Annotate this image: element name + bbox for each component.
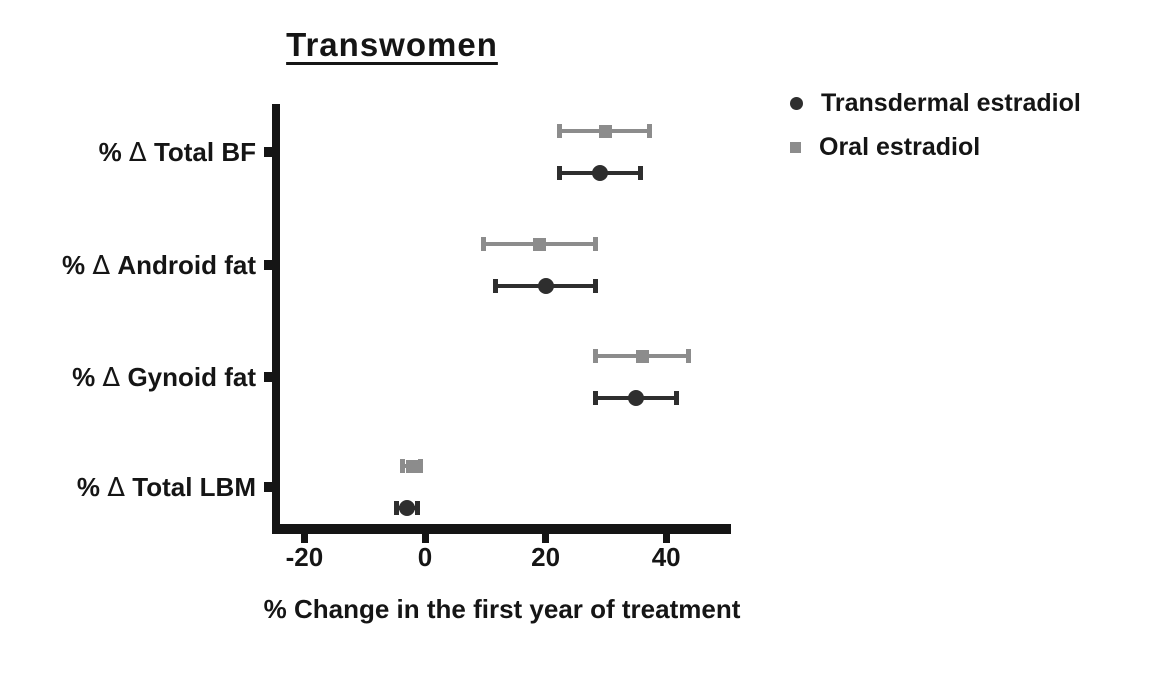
x-tick-label: 40 <box>651 542 681 572</box>
chart-title: Transwomen <box>286 26 498 63</box>
legend-item: Transdermal estradiol <box>790 88 1081 118</box>
data-point-square <box>533 237 547 251</box>
x-axis-line <box>272 524 731 534</box>
legend: Transdermal estradiol Oral estradiol <box>790 88 1081 176</box>
data-point-square <box>599 124 613 138</box>
data-point-circle <box>628 390 645 406</box>
legend-square-marker <box>790 141 801 153</box>
y-category-label: % Δ Gynoid fat <box>72 362 256 393</box>
y-category-label: % Δ Total BF <box>98 137 256 168</box>
data-point-circle <box>591 165 608 181</box>
x-tick-label: 0 <box>417 542 433 572</box>
x-axis-tick <box>542 534 550 543</box>
error-bar-cap-right <box>647 124 653 138</box>
error-bar-cap-left <box>592 391 598 405</box>
x-axis-tick <box>662 534 670 543</box>
y-category-label: % Δ Android fat <box>61 250 256 281</box>
delta-symbol: Δ <box>128 138 147 168</box>
y-axis-tick <box>264 372 273 382</box>
data-point-circle <box>398 500 415 516</box>
x-axis-tick <box>300 534 308 543</box>
error-bar-cap-left <box>556 166 562 180</box>
error-bar-cap-left <box>493 279 499 293</box>
error-bar-cap-left <box>481 237 487 251</box>
y-axis-line <box>272 104 280 534</box>
error-bar-cap-right <box>638 166 644 180</box>
y-axis-tick <box>264 147 273 157</box>
x-tick-label: 20 <box>531 542 561 572</box>
error-bar-cap-left <box>399 459 405 473</box>
error-bar-cap-right <box>592 279 598 293</box>
error-bar-cap-right <box>417 459 423 473</box>
delta-symbol: Δ <box>107 473 126 503</box>
y-category-label: % Δ Total LBM <box>76 472 256 503</box>
data-point-square <box>406 459 420 473</box>
error-bar-cap-left <box>556 124 562 138</box>
error-bar-cap-right <box>674 391 680 405</box>
y-axis-tick <box>264 260 273 270</box>
delta-symbol: Δ <box>92 251 111 281</box>
legend-label: Transdermal estradiol <box>821 88 1081 117</box>
data-point-circle <box>537 278 554 294</box>
delta-symbol: Δ <box>102 363 121 393</box>
x-axis-label: % Change in the first year of treatment <box>263 594 741 624</box>
legend-item: Oral estradiol <box>790 132 1081 162</box>
error-bar-cap-right <box>592 237 598 251</box>
error-bar-cap-right <box>686 349 692 363</box>
legend-circle-marker <box>790 96 803 110</box>
error-bar-cap-left <box>592 349 598 363</box>
error-bar-cap-right <box>414 501 420 515</box>
error-bar-cap-left <box>393 501 399 515</box>
x-axis-tick <box>421 534 429 543</box>
y-axis-tick <box>264 482 273 492</box>
x-tick-label: -20 <box>285 542 324 572</box>
legend-label: Oral estradiol <box>819 132 981 161</box>
data-point-square <box>635 349 649 363</box>
